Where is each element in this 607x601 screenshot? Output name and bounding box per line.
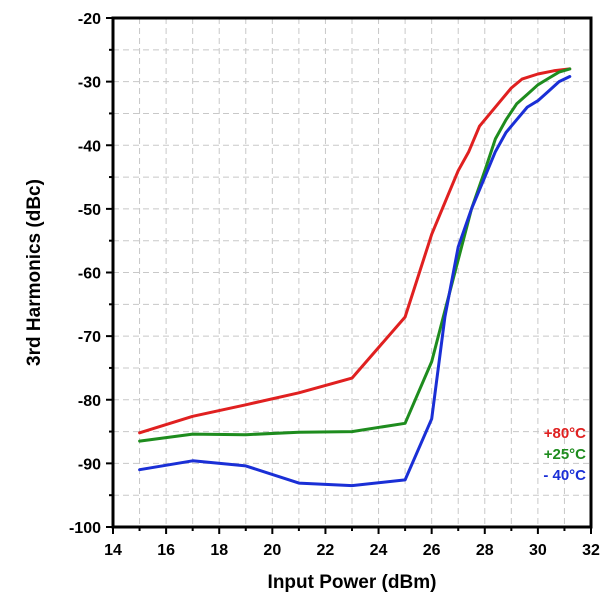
series-line-2 [138,67,572,443]
series-line-3 [138,75,572,488]
x-tick-label: 14 [104,542,122,559]
grid [113,18,591,527]
x-tick-label: 20 [263,542,281,559]
legend-entry-2: +25°C [544,446,586,463]
tick-labels: 14 16 18 20 22 24 26 28 30 32 -100 -90 -80 -70 -60 -50 -… [69,11,600,559]
x-tick-label: 16 [157,542,175,559]
x-tick-label: 26 [423,542,441,559]
x-tick-label: 18 [210,542,228,559]
legend-entry-3: - 40°C [543,467,586,484]
y-tick-label: -100 [69,520,101,537]
legend: +80°C +25°C - 40°C [543,425,586,484]
x-tick-label: 24 [370,542,388,559]
y-tick-label: -70 [78,329,101,346]
series-line-1 [138,67,572,435]
y-tick-label: -80 [78,393,101,410]
legend-entry-1: +80°C [544,425,586,442]
y-tick-label: -60 [78,266,101,283]
x-tick-label: 22 [317,542,335,559]
y-tick-label: -40 [78,138,101,155]
series-lines [138,67,572,488]
y-tick-label: -20 [78,11,101,28]
x-axis-title: Input Power (dBm) [268,572,437,593]
y-tick-label: -30 [78,75,101,92]
y-tick-label: -50 [78,202,101,219]
y-axis-title: 3rd Harmonics (dBc) [24,179,45,366]
x-tick-label: 30 [529,542,547,559]
y-tick-label: -90 [78,456,101,473]
x-tick-label: 28 [476,542,494,559]
x-tick-label: 32 [582,542,600,559]
axis-ticks [106,17,592,534]
